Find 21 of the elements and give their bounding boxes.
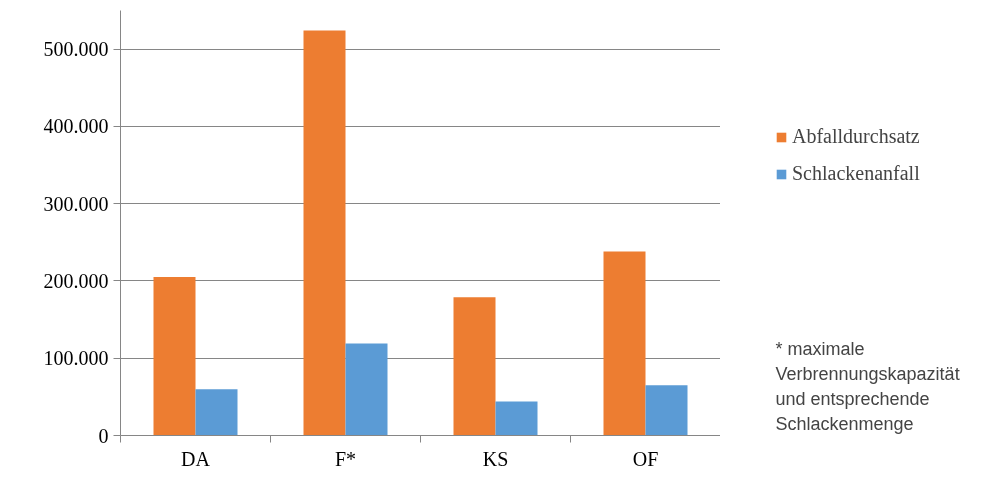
- x-tick-label: OF: [632, 447, 659, 470]
- bar: [495, 401, 538, 436]
- x-tick-label: KS: [482, 447, 509, 470]
- y-tick-label: 0: [98, 424, 109, 447]
- x-tick-label: F*: [334, 447, 357, 470]
- bar: [303, 30, 346, 436]
- y-tick-label: 200.000: [43, 269, 109, 292]
- bar: [603, 251, 646, 436]
- y-tick-label: 400.000: [43, 115, 109, 138]
- y-tick-label: 500.000: [43, 38, 109, 61]
- legend-label: Schlackenanfall: [792, 162, 920, 185]
- y-tick-label: 300.000: [43, 192, 109, 215]
- bar: [453, 297, 496, 436]
- legend-label: Abfalldurchsatz: [792, 125, 920, 148]
- y-tick-label: 100.000: [43, 347, 109, 370]
- bar: [645, 385, 688, 436]
- bar: [345, 343, 388, 436]
- text: * maximale Verbrennungskapazität und entsprechende Schlackenmenge: [775, 338, 960, 434]
- bar: [195, 389, 238, 436]
- bar: [153, 277, 196, 436]
- x-tick-label: DA: [181, 447, 211, 470]
